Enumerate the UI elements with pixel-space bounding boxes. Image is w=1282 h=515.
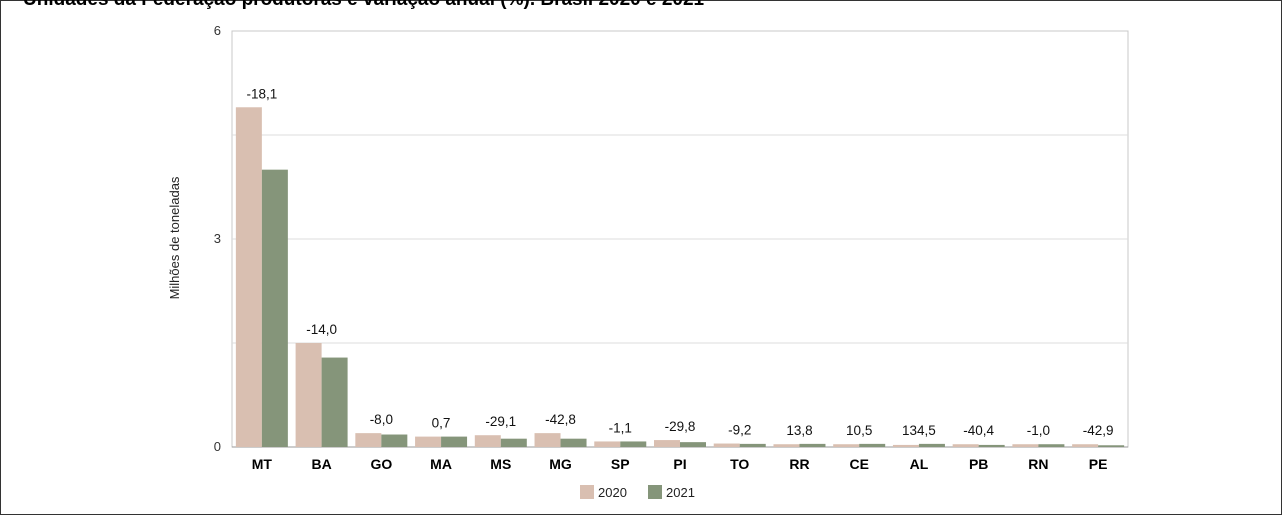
variation-label: -42,9 (1083, 423, 1114, 438)
legend-swatch-2020 (580, 485, 594, 499)
legend-swatch-2021 (648, 485, 662, 499)
bar-2021-TO (739, 443, 766, 447)
bars (235, 107, 1125, 448)
variation-label: -8,0 (370, 412, 393, 427)
variation-label: -1,0 (1027, 423, 1050, 438)
legend-label: 2020 (598, 485, 627, 500)
variation-label: -29,8 (665, 419, 696, 434)
bar-2021-BA (321, 357, 348, 447)
bar-2020-MT (235, 107, 262, 448)
bar-2021-AL (918, 443, 945, 447)
bar-2021-PB (978, 444, 1005, 447)
bar-2020-PE (1072, 444, 1099, 447)
variation-label: -29,1 (485, 414, 516, 429)
y-axis-label: Milhões de toneladas (167, 176, 182, 299)
bar-2021-RN (1038, 444, 1065, 447)
variation-label: 0,7 (432, 416, 451, 431)
variation-label: -14,0 (306, 322, 337, 337)
bar-2020-AL (892, 444, 919, 447)
bar-2021-RR (799, 443, 826, 447)
bar-2021-MT (261, 169, 288, 447)
bar-2021-MG (560, 438, 587, 447)
y-tick-label: 0 (214, 439, 221, 454)
x-tick-label: MG (549, 456, 572, 472)
variation-label: 134,5 (902, 423, 936, 438)
bar-2020-MS (474, 435, 501, 447)
x-tick-label: CE (849, 456, 868, 472)
bar-2020-MG (534, 433, 561, 447)
y-axis-ticks: 0 3 6 (214, 23, 221, 454)
bar-2020-CE (833, 444, 860, 447)
variation-label: -42,8 (545, 412, 576, 427)
variation-label: -1,1 (609, 420, 632, 435)
x-tick-label: MS (490, 456, 511, 472)
bar-2021-SP (620, 441, 647, 447)
y-tick-label: 3 (214, 231, 221, 246)
bar-2020-BA (295, 343, 322, 447)
variation-label: 13,8 (786, 423, 812, 438)
bar-2020-GO (355, 433, 382, 447)
x-tick-label: PI (673, 456, 686, 472)
x-tick-label: PB (969, 456, 988, 472)
bar-2021-PI (680, 442, 706, 447)
bar-2020-PB (952, 444, 979, 447)
x-tick-label: RR (789, 456, 809, 472)
variation-label: -9,2 (728, 423, 751, 438)
bar-2021-MA (441, 436, 468, 447)
x-tick-label: GO (370, 456, 392, 472)
x-tick-label: AL (910, 456, 929, 472)
variation-label: -18,1 (246, 86, 277, 101)
bar-2021-GO (381, 434, 408, 447)
gridlines (231, 30, 1129, 448)
bar-2020-MA (415, 436, 442, 447)
bar-2020-RR (773, 444, 800, 447)
chart-title: Unidades da Federação produtoras e varia… (23, 0, 704, 12)
bar-2021-CE (859, 443, 886, 447)
x-tick-label: TO (730, 456, 749, 472)
bar-2020-PI (654, 440, 680, 447)
variation-label: 10,5 (846, 423, 872, 438)
x-tick-label: BA (311, 456, 331, 472)
legend-label: 2021 (666, 485, 695, 500)
y-tick-label: 6 (214, 23, 221, 38)
bar-2020-SP (594, 441, 621, 447)
x-tick-label: RN (1028, 456, 1048, 472)
bar-2020-TO (713, 443, 740, 447)
bar-2021-MS (500, 438, 527, 447)
bar-2020-RN (1012, 444, 1039, 447)
x-tick-label: SP (611, 456, 630, 472)
x-axis-labels: MT BA GO MA MS MG SP PI TO RR CE AL PB RN PE (252, 456, 1108, 472)
legend: 2020 2021 (580, 485, 695, 500)
data-labels: -18,1 -14,0 -8,0 0,7 -29,1 -42,8 -1,1 -29,8 -9,2… (246, 86, 1113, 438)
x-tick-label: PE (1089, 456, 1108, 472)
x-tick-label: MT (252, 456, 273, 472)
x-tick-label: MA (430, 456, 452, 472)
bar-2021-PE (1098, 445, 1125, 447)
variation-label: -40,4 (963, 423, 994, 438)
